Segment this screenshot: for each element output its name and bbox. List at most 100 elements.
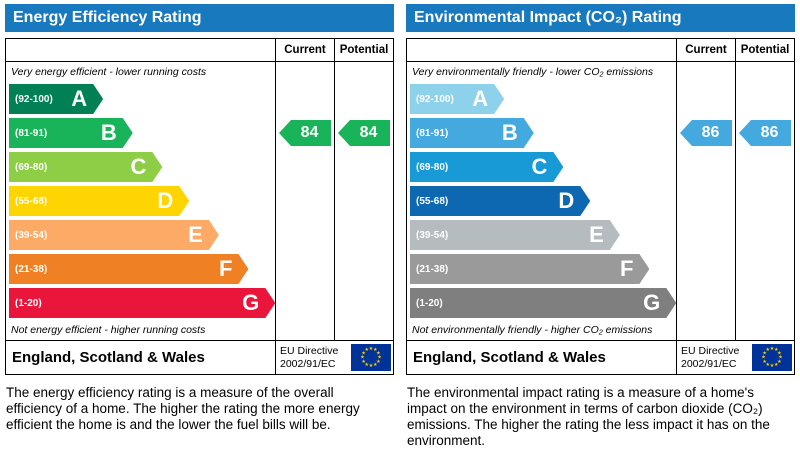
band-letter: F — [619, 256, 634, 281]
energy-chart-box: Current Potential Very energy efficient … — [5, 38, 394, 375]
band-range-label: (92-100) — [416, 93, 454, 105]
rating-band-A: (92-100) A — [9, 84, 103, 114]
band-row-A: (92-100) A — [407, 82, 794, 116]
band-range-label: (81-91) — [15, 127, 48, 139]
svg-text:★: ★ — [377, 355, 382, 361]
band-letter: C — [130, 154, 147, 179]
band-letter: B — [501, 120, 518, 145]
band-letter: F — [218, 256, 233, 281]
eu-flag-icon: ★ ★ ★ ★ ★ ★ ★ ★ ★ ★ ★ ★ — [752, 344, 792, 371]
energy-efficiency-panel: Energy Efficiency Rating Current Potenti… — [5, 4, 394, 449]
svg-text:★: ★ — [774, 347, 779, 353]
svg-text:★: ★ — [364, 347, 369, 353]
potential-column-header: Potential — [334, 39, 393, 61]
rating-band-F: (21-38) F — [410, 254, 649, 284]
band-range-label: (69-80) — [416, 161, 449, 173]
rating-band-G: (1-20) G — [410, 288, 676, 318]
environment-bottom-note-row: Not environmentally friendly - higher CO… — [407, 320, 794, 340]
svg-text:★: ★ — [770, 363, 775, 369]
band-range-label: (1-20) — [416, 297, 443, 309]
band-letter: G — [643, 290, 661, 315]
band-letter: D — [157, 188, 174, 213]
band-range-label: (21-38) — [15, 263, 48, 275]
band-range-label: (55-68) — [15, 195, 48, 207]
environment-bottom-note: Not environmentally friendly - higher CO… — [412, 324, 653, 336]
band-letter: G — [242, 290, 260, 315]
environment-bands: (92-100) A (81-91) B 86 86 (69-80) C (55-68) D (39… — [407, 82, 794, 320]
band-range-label: (69-80) — [15, 161, 48, 173]
energy-top-note: Very energy efficient - lower running co… — [11, 66, 207, 78]
band-letter: A — [71, 86, 88, 111]
svg-text:★: ★ — [373, 362, 378, 368]
energy-directive-cell: EU Directive 2002/91/EC ★ ★ ★ ★ ★ ★ ★ ★ ★ ★ ★ ★ — [275, 341, 393, 374]
environment-top-note: Very environmentally friendly - lower CO… — [412, 66, 654, 78]
svg-text:★: ★ — [762, 359, 767, 365]
energy-panel-title: Energy Efficiency Rating — [5, 4, 394, 32]
energy-footer: England, Scotland & Wales EU Directive 2… — [6, 340, 393, 374]
svg-text:★: ★ — [365, 362, 370, 368]
band-letter: D — [558, 188, 575, 213]
svg-text:★: ★ — [766, 362, 771, 368]
rating-band-B: (81-91) B — [9, 118, 133, 148]
eu-directive-label: EU Directive 2002/91/EC — [280, 344, 339, 370]
rating-band-C: (69-80) C — [9, 152, 162, 182]
svg-text:★: ★ — [361, 359, 366, 365]
rating-band-D: (55-68) D — [410, 186, 590, 216]
band-row-E: (39-54) E — [6, 218, 393, 252]
band-range-label: (81-91) — [416, 127, 449, 139]
environment-footer: England, Scotland & Wales EU Directive 2… — [407, 340, 794, 374]
band-letter: E — [188, 222, 203, 247]
svg-text:★: ★ — [765, 347, 770, 353]
region-label: England, Scotland & Wales — [413, 349, 606, 366]
band-range-label: (55-68) — [416, 195, 449, 207]
columns-header-spacer — [407, 39, 676, 61]
svg-text:★: ★ — [777, 359, 782, 365]
band-range-label: (92-100) — [15, 93, 53, 105]
band-row-D: (55-68) D — [407, 184, 794, 218]
band-row-F: (21-38) F — [6, 252, 393, 286]
band-letter: B — [100, 120, 117, 145]
current-rating-arrow: 86 — [680, 120, 732, 146]
environmental-impact-panel: Environmental Impact (CO₂) Rating Curren… — [406, 4, 795, 449]
band-row-G: (1-20) G — [407, 286, 794, 320]
svg-text:★: ★ — [777, 350, 782, 356]
band-row-D: (55-68) D — [6, 184, 393, 218]
eu-directive-label: EU Directive 2002/91/EC — [681, 344, 740, 370]
energy-bottom-note-row: Not energy efficient - higher running co… — [6, 320, 393, 340]
band-row-C: (69-80) C — [6, 150, 393, 184]
environment-description: The environmental impact rating is a mea… — [407, 385, 770, 448]
rating-band-E: (39-54) E — [410, 220, 620, 250]
svg-text:★: ★ — [373, 347, 378, 353]
current-rating-arrow: 84 — [279, 120, 331, 146]
svg-text:★: ★ — [761, 355, 766, 361]
svg-text:★: ★ — [369, 363, 374, 369]
rating-band-E: (39-54) E — [9, 220, 219, 250]
band-range-label: (21-38) — [416, 263, 449, 275]
band-row-F: (21-38) F — [407, 252, 794, 286]
svg-text:★: ★ — [360, 355, 365, 361]
svg-text:★: ★ — [376, 359, 381, 365]
rating-band-A: (92-100) A — [410, 84, 504, 114]
environment-panel-title: Environmental Impact (CO₂) Rating — [406, 4, 795, 32]
band-letter: A — [472, 86, 489, 111]
current-column-header: Current — [676, 39, 735, 61]
rating-band-D: (55-68) D — [9, 186, 189, 216]
band-range-label: (39-54) — [416, 229, 449, 241]
rating-band-G: (1-20) G — [9, 288, 275, 318]
energy-description: The energy efficiency rating is a measur… — [6, 385, 360, 432]
environment-top-note-row: Very environmentally friendly - lower CO… — [407, 62, 794, 82]
svg-text:★: ★ — [361, 350, 366, 356]
environment-directive-cell: EU Directive 2002/91/EC ★ ★ ★ ★ ★ ★ ★ ★ ★ ★ ★ ★ — [676, 341, 794, 374]
current-column-header: Current — [275, 39, 334, 61]
environment-columns-header: Current Potential — [407, 39, 794, 62]
rating-band-F: (21-38) F — [9, 254, 248, 284]
svg-text:★: ★ — [770, 346, 775, 352]
band-row-A: (92-100) A — [6, 82, 393, 116]
band-range-label: (39-54) — [15, 229, 48, 241]
energy-bottom-note: Not energy efficient - higher running co… — [11, 324, 206, 336]
band-letter: C — [531, 154, 548, 179]
band-row-C: (69-80) C — [407, 150, 794, 184]
band-row-B: (81-91) B 86 86 — [407, 116, 794, 150]
potential-rating-arrow: 86 — [739, 120, 791, 146]
